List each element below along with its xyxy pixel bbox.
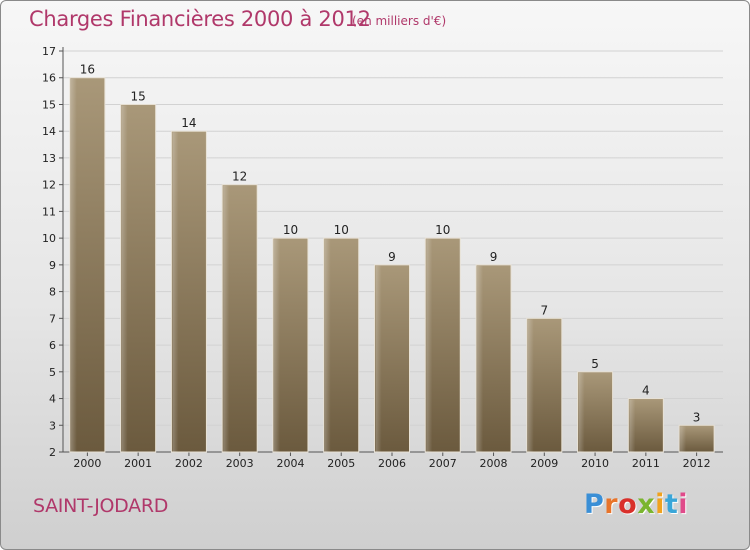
y-tick-label: 7	[49, 312, 56, 325]
y-tick-label: 4	[49, 393, 56, 406]
x-tick-label: 2003	[226, 457, 254, 470]
bar-highlight	[629, 399, 636, 452]
logo-letter: i	[678, 489, 689, 520]
x-tick-labels: 2000 2001 2002 2003 2004 2005 2006 2007 2008 2009…	[73, 457, 710, 470]
chart-subtitle: (en milliers d'€)	[352, 14, 447, 28]
logo-letter: r	[604, 489, 619, 520]
x-tick-label: 2007	[429, 457, 457, 470]
data-label: 10	[334, 223, 349, 237]
chart-title: Charges Financières 2000 à 2012	[29, 7, 371, 31]
bar-highlight	[426, 239, 433, 452]
data-label: 12	[232, 170, 247, 184]
data-label: 9	[490, 250, 498, 264]
y-tick-label: 9	[49, 259, 56, 272]
y-tick-label: 2	[49, 446, 56, 459]
data-label: 14	[181, 116, 196, 130]
data-label: 9	[388, 250, 396, 264]
bar-highlight	[121, 105, 128, 452]
y-tick-label: 12	[42, 179, 56, 192]
logo-letter: i	[655, 489, 665, 520]
x-tick-label: 2012	[683, 457, 711, 470]
proxiti-logo[interactable]: Proxiti	[584, 489, 688, 523]
x-tick-label: 2009	[530, 457, 558, 470]
data-label: 7	[540, 303, 548, 317]
y-tick-label: 11	[42, 205, 56, 218]
x-tick-label: 2006	[378, 457, 406, 470]
y-tick-label: 17	[42, 45, 56, 58]
bar-highlight	[477, 265, 484, 452]
commune-name: SAINT-JODARD	[33, 495, 169, 517]
x-tick-label: 2001	[124, 457, 152, 470]
x-tick-label: 2000	[73, 457, 101, 470]
y-tick-label: 16	[42, 72, 56, 85]
data-label: 3	[693, 410, 701, 424]
y-tick-label: 14	[42, 125, 56, 138]
x-tick-label: 2011	[632, 457, 660, 470]
y-tick-label: 3	[49, 419, 56, 432]
bar-highlight	[680, 426, 687, 452]
bar-highlight	[273, 239, 280, 452]
data-label: 5	[591, 357, 599, 371]
logo-letter: x	[637, 489, 656, 520]
y-tick-label: 13	[42, 152, 56, 165]
bar-highlight	[578, 372, 585, 452]
x-tick-label: 2002	[175, 457, 203, 470]
y-tick-label: 8	[49, 286, 56, 299]
data-labels: 16 15 14 12 10 10 9 10 9 7 5 4 3	[80, 63, 701, 425]
y-tick-label: 6	[49, 339, 56, 352]
x-tick-label: 2010	[581, 457, 609, 470]
bar-highlight	[375, 265, 382, 452]
bars	[69, 77, 715, 453]
y-tick-label: 5	[49, 366, 56, 379]
logo-letter: t	[664, 489, 679, 520]
bar-highlight	[223, 185, 230, 452]
bar-highlight	[172, 132, 179, 452]
x-tick-label: 2008	[480, 457, 508, 470]
data-label: 10	[435, 223, 450, 237]
data-label: 15	[131, 89, 146, 103]
y-tick-labels: 2 3 4 5 6 7 8 9 10 11 12 13 14 15 16 17	[42, 45, 56, 459]
x-tick-label: 2005	[327, 457, 355, 470]
bar-highlight	[324, 239, 331, 452]
data-label: 16	[80, 63, 95, 77]
x-tick-label: 2004	[276, 457, 304, 470]
y-tick-label: 10	[42, 232, 56, 245]
bar-highlight	[70, 78, 77, 452]
data-label: 10	[283, 223, 298, 237]
logo-letter: P	[584, 489, 605, 520]
logo-letter: o	[618, 489, 638, 520]
y-tick-label: 15	[42, 98, 56, 111]
data-label: 4	[642, 384, 650, 398]
bar-highlight	[527, 319, 534, 452]
